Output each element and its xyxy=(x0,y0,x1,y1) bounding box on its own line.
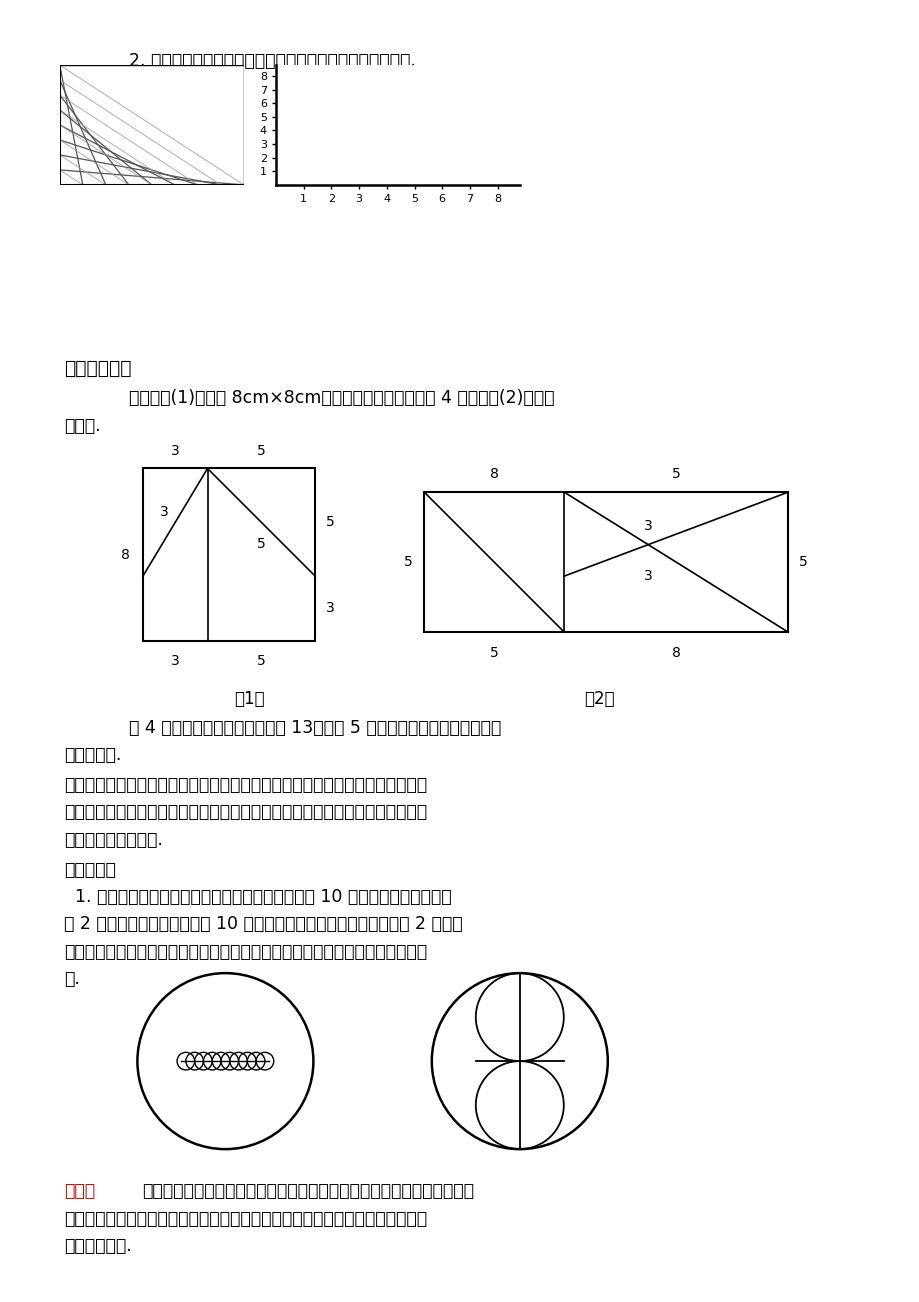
Text: 密性和合理性.: 密性和合理性. xyxy=(64,1237,132,1255)
Text: 1. 如图，两个大小相同的大圆，其中一个大圆内有 10 个小圆，另一个大圆内: 1. 如图，两个大小相同的大圆，其中一个大圆内有 10 个小圆，另一个大圆内 xyxy=(64,888,451,906)
Text: 5: 5 xyxy=(671,467,680,480)
Text: 学生运用已有的知识和方法进行验证它的正确性，进一步培养学生数学思考的严: 学生运用已有的知识和方法进行验证它的正确性，进一步培养学生数学思考的严 xyxy=(64,1210,427,1228)
Text: 8: 8 xyxy=(671,646,680,660)
Text: 5: 5 xyxy=(489,646,498,660)
Text: 图，进一步感受到仅凭观察、猜想、操作、实验是不够的，强调我们在以后的数: 图，进一步感受到仅凭观察、猜想、操作、实验是不够的，强调我们在以后的数 xyxy=(64,803,427,822)
Text: 5: 5 xyxy=(403,555,413,569)
Text: 说明：本例题应主要让学生自己通过分组合作共同研究，判断能否完成这样的拼: 说明：本例题应主要让学生自己通过分组合作共同研究，判断能否完成这样的拼 xyxy=(64,776,427,794)
Text: 3: 3 xyxy=(643,518,652,533)
Text: 2. 图中有曲线吗？请在右图中把编号相同的点用线段连起来.: 2. 图中有曲线吗？请在右图中把编号相同的点用线段连起来. xyxy=(129,52,415,70)
Text: 3: 3 xyxy=(643,569,652,583)
Text: 5: 5 xyxy=(256,536,266,551)
Text: 课堂练习：: 课堂练习： xyxy=(64,861,116,879)
Text: 例．如图(1)是一张 8cm×8cm的正方形纸片，把它剪成 4 块，按图(2)所示重: 例．如图(1)是一张 8cm×8cm的正方形纸片，把它剪成 4 块，按图(2)所… xyxy=(129,389,553,408)
Text: 5: 5 xyxy=(799,555,807,569)
Text: 5: 5 xyxy=(325,516,335,530)
Text: 8: 8 xyxy=(489,467,498,480)
Text: 这 4 块纸片恰好能拼成一个长为 13，宽为 5 的长方形吗？试试看，并与全: 这 4 块纸片恰好能拼成一个长为 13，宽为 5 的长方形吗？试试看，并与全 xyxy=(129,719,501,737)
Text: 5: 5 xyxy=(256,654,266,668)
Text: 5: 5 xyxy=(256,444,266,458)
Text: 3: 3 xyxy=(160,505,169,518)
Text: 学学习中要学会说理.: 学学习中要学会说理. xyxy=(64,831,163,849)
Text: （1）: （1） xyxy=(234,690,265,708)
Bar xyxy=(142,469,315,641)
Text: 8: 8 xyxy=(121,548,130,561)
Text: 3: 3 xyxy=(171,444,179,458)
Text: 有 2 个小圆，你认为大圆内的 10 个小圆的周长之和与另一个大圆内的 2 个小圆: 有 2 个小圆，你认为大圆内的 10 个小圆的周长之和与另一个大圆内的 2 个小… xyxy=(64,915,462,934)
Text: 班同学交流.: 班同学交流. xyxy=(64,746,121,764)
Text: 的周长之和哪一个大一些？请你猜一猜，并用学过的知识和数学方法验证你的猜: 的周长之和哪一个大一些？请你猜一猜，并用学过的知识和数学方法验证你的猜 xyxy=(64,943,427,961)
Text: 这两个情景教学实例，告诉我们数学中观察、猜想有时不一定正确，引导: 这两个情景教学实例，告诉我们数学中观察、猜想有时不一定正确，引导 xyxy=(142,1182,474,1200)
Text: （2）: （2） xyxy=(584,690,614,708)
Text: 新拼合.: 新拼合. xyxy=(64,417,101,435)
Text: 3: 3 xyxy=(171,654,179,668)
Bar xyxy=(424,492,788,631)
Text: 想.: 想. xyxy=(64,970,80,988)
Text: 四、例题设计: 四、例题设计 xyxy=(64,359,131,379)
Text: 说明：: 说明： xyxy=(64,1182,96,1200)
Text: 3: 3 xyxy=(325,602,335,616)
